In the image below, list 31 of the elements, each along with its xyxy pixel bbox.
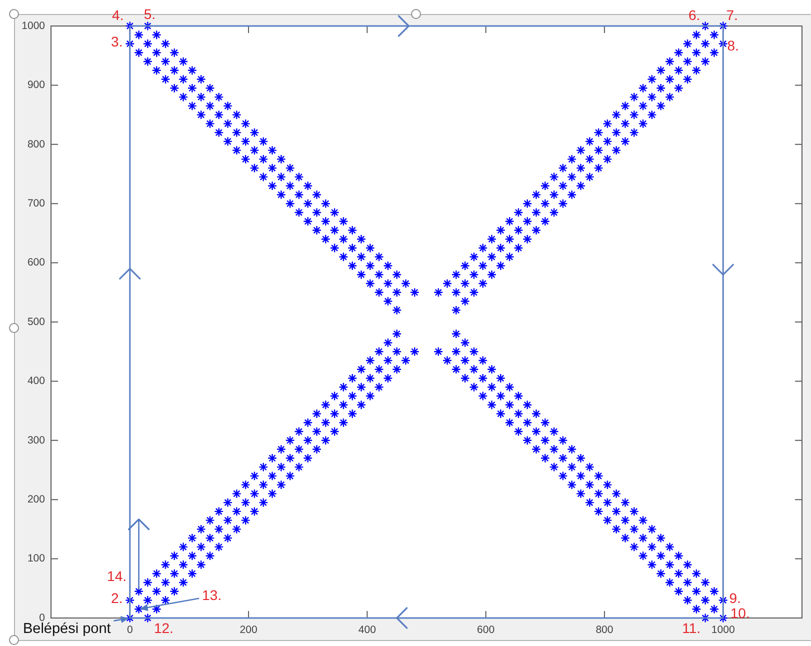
annotation: 13.: [202, 586, 222, 603]
x-tick-label: 600: [477, 624, 495, 636]
y-tick-label: 600: [27, 256, 46, 269]
y-tick-label: 1000: [22, 20, 46, 32]
x-tick-label: 200: [240, 624, 258, 636]
annotation: 10.: [730, 604, 750, 621]
annotation: Belépési pont: [22, 621, 111, 637]
y-tick-label: 200: [27, 493, 46, 506]
annotation: 9.: [729, 590, 741, 606]
y-tick-label: 800: [27, 138, 46, 150]
y-tick-label: 900: [27, 79, 46, 92]
x-tick-label: 800: [596, 624, 614, 636]
annotation: 6.: [688, 6, 700, 23]
y-tick-label: 300: [27, 434, 46, 446]
annotation: 4.: [112, 6, 124, 23]
annotation: 8.: [727, 38, 739, 54]
y-tick-label: 400: [27, 375, 46, 388]
y-tick-label: 500: [27, 316, 46, 328]
annotation: 2.: [111, 590, 123, 606]
annotation: 5.: [144, 6, 156, 22]
annotation: 11.: [682, 620, 701, 636]
y-tick-label: 0: [39, 612, 46, 624]
y-tick-label: 100: [27, 552, 46, 565]
annotation: 12.: [154, 620, 174, 636]
annotation: 14.: [107, 568, 127, 584]
x-tick-label: 400: [358, 624, 376, 636]
annotation: 7.: [726, 6, 738, 23]
x-tick-label: 0: [126, 624, 133, 636]
annotation: 3.: [111, 34, 123, 50]
x-tick-label: 1000: [711, 624, 735, 636]
y-tick-label: 700: [27, 197, 46, 210]
